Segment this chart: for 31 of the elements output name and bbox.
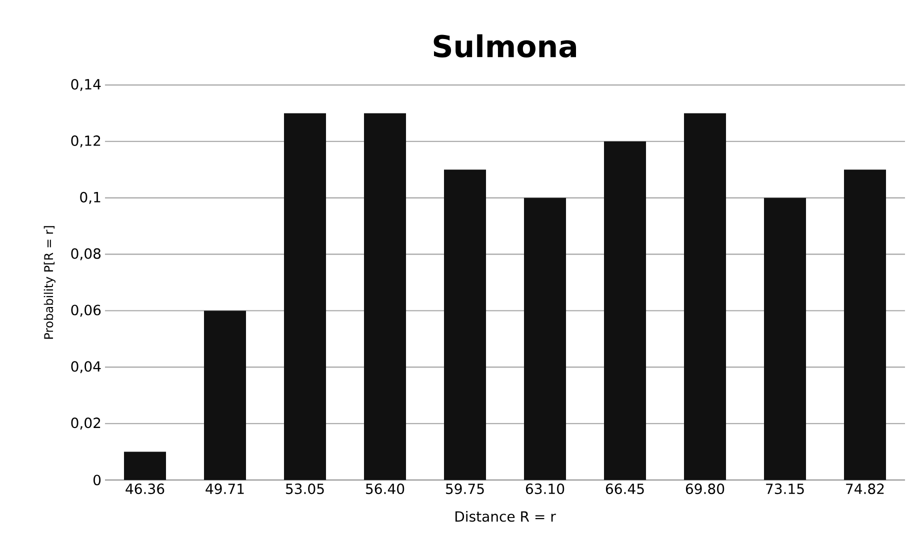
y-tick-label: 0,06	[71, 304, 101, 317]
y-tick-label: 0,14	[71, 78, 101, 92]
y-tick-label: 0,02	[71, 418, 100, 430]
x-tick-label: 53.05	[286, 484, 324, 494]
x-tick-label: 66.45	[606, 484, 644, 494]
x-tick-label: 73.15	[766, 484, 804, 494]
bar	[524, 198, 566, 480]
x-tick-label: 59.75	[446, 484, 484, 494]
y-tick-label: 0,04	[71, 361, 101, 374]
y-axis-title: Probability P[R = r]	[44, 226, 56, 339]
bar	[364, 113, 406, 480]
x-tick-label: 69.80	[686, 484, 724, 494]
x-tick-label: 46.36	[126, 484, 164, 494]
x-tick-label: 49.71	[206, 484, 244, 494]
y-tick-label: 0	[93, 474, 101, 486]
bar	[764, 198, 806, 480]
x-tick-label: 74.82	[846, 484, 884, 494]
x-tick-label: 63.10	[526, 484, 564, 494]
chart-title: Sulmona	[434, 34, 576, 58]
bar	[444, 170, 486, 480]
x-axis-title: Distance R = r	[455, 510, 556, 522]
bar	[204, 310, 246, 480]
bar	[844, 170, 886, 480]
bar	[684, 113, 726, 480]
y-tick-label: 0,12	[71, 135, 100, 148]
y-tick-label: 0,08	[71, 248, 101, 260]
bar	[604, 141, 646, 480]
bar	[124, 452, 166, 480]
y-tick-label: 0,1	[80, 192, 100, 204]
bar	[284, 113, 326, 480]
x-tick-label: 56.40	[366, 484, 404, 494]
